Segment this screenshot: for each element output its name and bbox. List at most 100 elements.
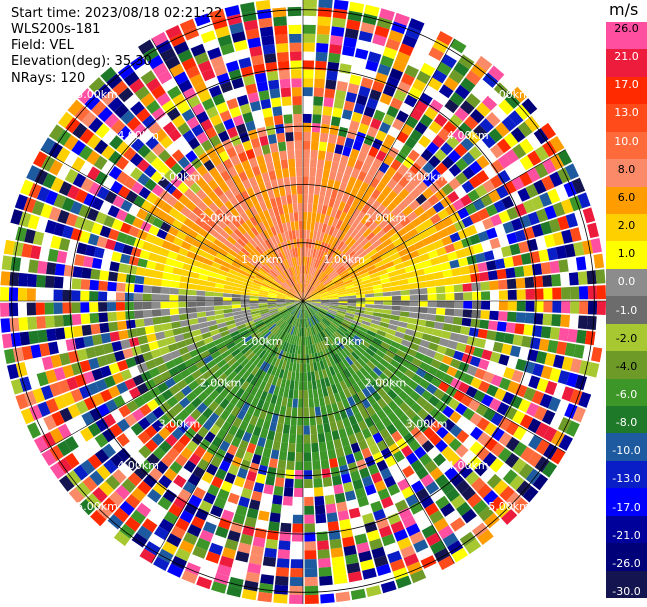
velocity-gate <box>303 87 313 97</box>
velocity-gate <box>343 317 353 323</box>
velocity-gate <box>404 136 418 149</box>
velocity-gate <box>321 177 329 188</box>
colorbar-label: 2.0 <box>617 219 636 233</box>
velocity-gate <box>166 447 180 461</box>
velocity-gate <box>349 120 360 132</box>
velocity-gate <box>259 201 268 212</box>
velocity-gate <box>414 240 425 250</box>
velocity-gate <box>101 145 116 160</box>
velocity-gate <box>165 359 176 370</box>
velocity-gate <box>213 337 224 346</box>
velocity-gate <box>304 309 306 319</box>
velocity-gate <box>172 267 183 276</box>
velocity-gate <box>277 177 285 188</box>
velocity-gate <box>247 340 257 349</box>
velocity-gate <box>445 301 455 308</box>
velocity-gate <box>447 149 462 163</box>
velocity-gate <box>379 372 390 383</box>
velocity-gate <box>290 185 297 195</box>
velocity-gate <box>552 202 566 217</box>
velocity-gate <box>343 368 352 378</box>
velocity-gate <box>544 234 556 248</box>
velocity-gate <box>323 339 330 349</box>
velocity-gate <box>205 291 215 297</box>
velocity-gate <box>309 307 317 314</box>
velocity-gate <box>336 265 345 273</box>
velocity-gate <box>140 370 153 382</box>
velocity-gate <box>66 470 82 487</box>
velocity-gate <box>351 111 363 123</box>
velocity-gate <box>143 317 154 327</box>
velocity-gate <box>358 550 373 563</box>
velocity-gate <box>502 221 515 234</box>
velocity-gate <box>216 428 228 440</box>
velocity-gate <box>62 302 72 314</box>
velocity-gate <box>287 278 294 287</box>
velocity-gate <box>57 457 73 474</box>
velocity-gate <box>462 373 474 385</box>
velocity-gate <box>144 325 155 335</box>
velocity-gate <box>273 266 281 275</box>
velocity-gate <box>413 446 427 459</box>
velocity-gate <box>333 332 341 341</box>
velocity-gate <box>178 434 191 447</box>
velocity-gate <box>281 332 287 341</box>
velocity-gate <box>429 540 446 555</box>
velocity-gate <box>10 332 22 347</box>
velocity-gate <box>250 287 260 292</box>
velocity-gate <box>151 142 165 157</box>
velocity-gate <box>438 555 455 571</box>
velocity-gate <box>81 111 97 128</box>
velocity-gate <box>0 318 11 333</box>
velocity-gate <box>208 400 219 412</box>
velocity-gate <box>338 298 348 301</box>
velocity-gate <box>383 134 396 147</box>
velocity-gate <box>222 297 232 301</box>
velocity-gate <box>376 439 388 452</box>
velocity-gate <box>277 320 286 328</box>
velocity-gate <box>441 445 455 460</box>
velocity-gate <box>291 407 298 417</box>
velocity-gate <box>483 512 500 529</box>
velocity-gate <box>300 336 303 346</box>
velocity-gate <box>323 253 330 263</box>
velocity-gate <box>391 430 403 443</box>
velocity-gate <box>303 247 306 257</box>
velocity-gate <box>290 60 302 70</box>
velocity-gate <box>108 321 119 332</box>
velocity-gate <box>455 444 469 458</box>
velocity-gate <box>86 150 101 166</box>
velocity-gate <box>454 107 469 122</box>
velocity-gate <box>543 287 553 300</box>
velocity-gate <box>306 308 312 318</box>
velocity-gate <box>448 163 462 177</box>
velocity-gate <box>421 333 433 342</box>
velocity-gate <box>273 254 281 264</box>
velocity-gate <box>441 330 452 340</box>
velocity-gate <box>253 317 263 323</box>
velocity-gate <box>176 340 187 349</box>
velocity-gate <box>542 158 557 175</box>
velocity-gate <box>286 370 292 381</box>
velocity-gate <box>382 291 392 297</box>
velocity-gate <box>151 85 166 100</box>
velocity-gate <box>215 162 227 174</box>
velocity-gate <box>102 428 116 443</box>
velocity-gate <box>435 162 448 175</box>
velocity-gate <box>318 308 328 313</box>
velocity-gate <box>210 505 224 518</box>
velocity-gate <box>280 321 288 330</box>
colorbar-segment <box>606 543 647 572</box>
velocity-gate <box>276 263 284 273</box>
velocity-gate <box>138 39 155 55</box>
velocity-gate <box>120 199 133 212</box>
velocity-gate <box>338 231 347 241</box>
velocity-gate <box>378 219 389 229</box>
velocity-gate <box>243 451 254 462</box>
velocity-gate <box>286 314 293 323</box>
velocity-gate <box>364 260 375 269</box>
velocity-gate <box>369 538 383 551</box>
velocity-gate <box>40 385 54 400</box>
velocity-gate <box>549 136 565 153</box>
velocity-gate <box>184 403 196 415</box>
